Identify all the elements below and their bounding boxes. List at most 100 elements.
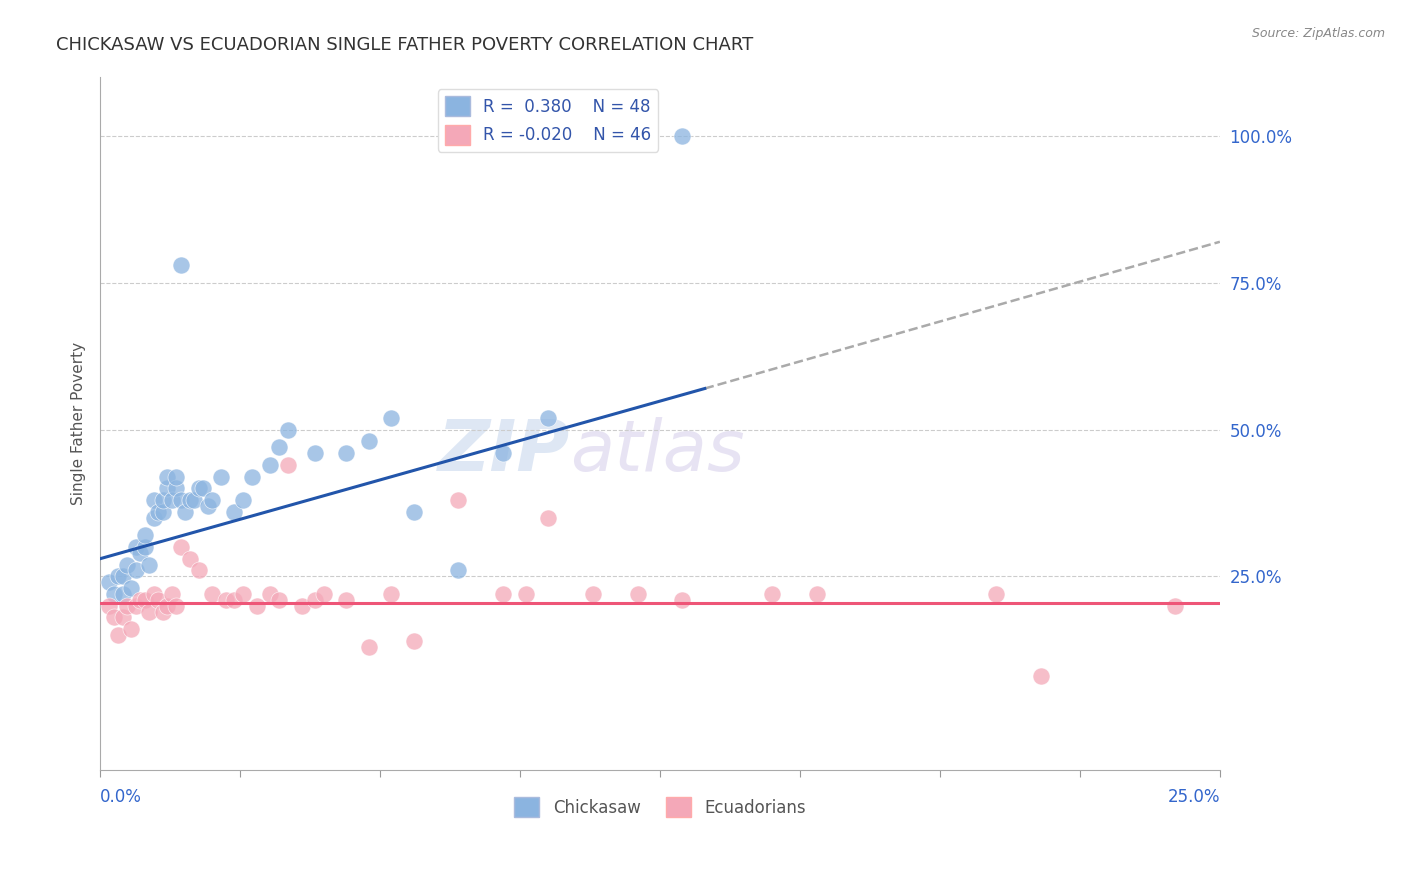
Point	[626, 587, 648, 601]
Point	[142, 493, 165, 508]
Point	[107, 628, 129, 642]
Point	[537, 510, 560, 524]
Point	[187, 564, 209, 578]
Point	[492, 587, 515, 601]
Point	[209, 469, 232, 483]
Point	[111, 587, 134, 601]
Point	[224, 505, 246, 519]
Point	[152, 605, 174, 619]
Point	[269, 592, 291, 607]
Point	[492, 446, 515, 460]
Point	[170, 493, 193, 508]
Point	[170, 540, 193, 554]
Point	[380, 410, 402, 425]
Point	[152, 493, 174, 508]
Point	[160, 587, 183, 601]
Point	[103, 610, 125, 624]
Point	[156, 469, 179, 483]
Point	[174, 505, 197, 519]
Point	[242, 469, 264, 483]
Point	[165, 469, 187, 483]
Point	[125, 599, 148, 613]
Point	[984, 587, 1007, 601]
Point	[335, 446, 357, 460]
Text: 0.0%: 0.0%	[100, 788, 142, 805]
Text: atlas: atlas	[571, 417, 745, 486]
Point	[1164, 599, 1187, 613]
Point	[201, 493, 224, 508]
Point	[179, 551, 201, 566]
Point	[357, 640, 380, 654]
Legend: Chickasaw, Ecuadorians: Chickasaw, Ecuadorians	[508, 790, 813, 824]
Point	[214, 592, 236, 607]
Point	[582, 587, 605, 601]
Point	[134, 592, 156, 607]
Point	[246, 599, 269, 613]
Point	[134, 540, 156, 554]
Point	[312, 587, 335, 601]
Text: ZIP: ZIP	[439, 417, 571, 486]
Point	[357, 434, 380, 449]
Point	[129, 546, 152, 560]
Point	[134, 528, 156, 542]
Point	[183, 493, 205, 508]
Point	[402, 633, 425, 648]
Point	[269, 440, 291, 454]
Point	[156, 481, 179, 495]
Point	[537, 410, 560, 425]
Text: CHICKASAW VS ECUADORIAN SINGLE FATHER POVERTY CORRELATION CHART: CHICKASAW VS ECUADORIAN SINGLE FATHER PO…	[56, 36, 754, 54]
Point	[103, 587, 125, 601]
Text: 25.0%: 25.0%	[1167, 788, 1220, 805]
Text: Source: ZipAtlas.com: Source: ZipAtlas.com	[1251, 27, 1385, 40]
Point	[115, 599, 138, 613]
Point	[138, 558, 160, 572]
Point	[98, 599, 121, 613]
Point	[335, 592, 357, 607]
Point	[148, 505, 170, 519]
Point	[160, 493, 183, 508]
Point	[187, 481, 209, 495]
Point	[191, 481, 214, 495]
Point	[148, 592, 170, 607]
Point	[125, 540, 148, 554]
Point	[304, 446, 326, 460]
Point	[156, 599, 179, 613]
Point	[806, 587, 828, 601]
Point	[277, 423, 299, 437]
Point	[165, 481, 187, 495]
Point	[447, 564, 470, 578]
Point	[152, 505, 174, 519]
Point	[304, 592, 326, 607]
Point	[142, 587, 165, 601]
Point	[626, 129, 648, 144]
Point	[277, 458, 299, 472]
Point	[125, 564, 148, 578]
Point	[259, 587, 281, 601]
Point	[291, 599, 314, 613]
Point	[447, 493, 470, 508]
Point	[1029, 669, 1052, 683]
Point	[121, 581, 143, 595]
Point	[515, 587, 537, 601]
Point	[232, 493, 254, 508]
Point	[402, 505, 425, 519]
Point	[259, 458, 281, 472]
Point	[671, 129, 693, 144]
Point	[138, 605, 160, 619]
Point	[107, 569, 129, 583]
Point	[165, 599, 187, 613]
Point	[224, 592, 246, 607]
Point	[197, 499, 219, 513]
Point	[170, 258, 193, 272]
Point	[201, 587, 224, 601]
Point	[671, 592, 693, 607]
Point	[129, 592, 152, 607]
Point	[232, 587, 254, 601]
Point	[111, 569, 134, 583]
Point	[98, 575, 121, 590]
Y-axis label: Single Father Poverty: Single Father Poverty	[72, 343, 86, 505]
Point	[115, 558, 138, 572]
Point	[121, 622, 143, 636]
Point	[111, 610, 134, 624]
Point	[142, 510, 165, 524]
